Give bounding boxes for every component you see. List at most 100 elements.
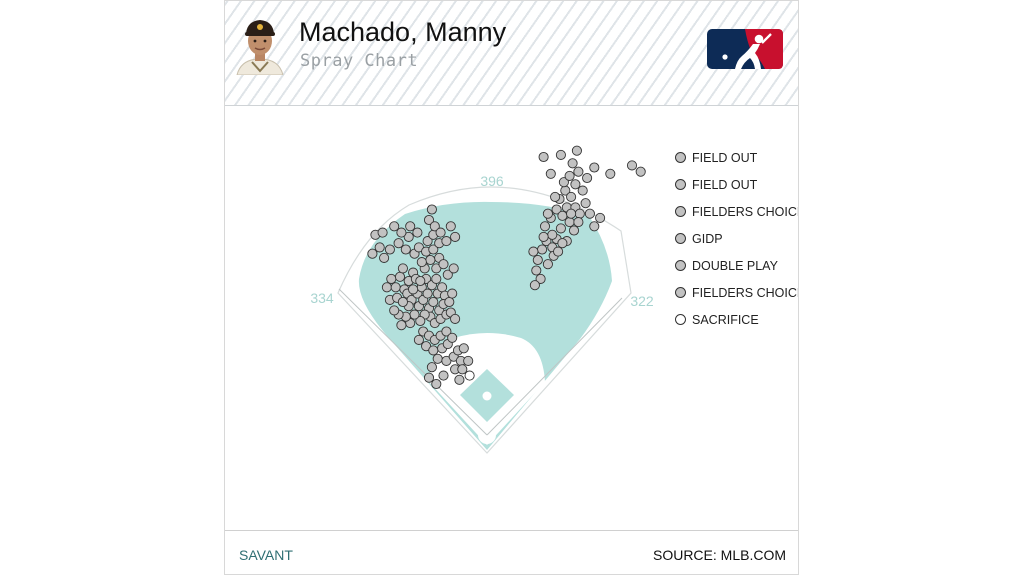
legend-item: FIELDERS CHOICE O: [675, 198, 798, 225]
hit-point: [389, 305, 400, 316]
legend-item: DOUBLE PLAY: [675, 252, 798, 279]
hit-point: [408, 284, 419, 295]
fence-distance-center: 396: [480, 173, 504, 189]
legend-label: GIDP: [692, 231, 723, 246]
hit-point: [626, 160, 638, 171]
legend-dot: [675, 260, 686, 271]
legend-label: FIELD OUT: [692, 177, 758, 192]
hit-point: [529, 280, 540, 291]
hit-point: [535, 273, 546, 284]
hit-point: [447, 332, 458, 343]
hit-point: [558, 177, 569, 188]
hit-point: [450, 231, 461, 242]
legend-dot: [675, 152, 686, 163]
hit-points: [367, 145, 646, 390]
hit-point: [447, 288, 458, 299]
hit-point: [437, 282, 448, 293]
hit-point: [409, 309, 420, 320]
hit-point: [537, 244, 548, 255]
hit-point: [445, 221, 456, 232]
hit-point: [367, 248, 378, 259]
hit-point: [457, 364, 468, 375]
hit-point: [573, 166, 584, 177]
hit-point: [422, 288, 433, 299]
hit-point: [413, 334, 424, 345]
hit-point: [416, 257, 427, 268]
legend-dot: [675, 179, 686, 190]
spray-chart-card: Machado, Manny Spray Chart 334 396 322: [224, 0, 799, 575]
hit-point: [555, 223, 566, 234]
hit-point: [555, 149, 566, 160]
hit-point: [605, 168, 616, 179]
fence-distance-left: 334: [310, 290, 334, 306]
hit-point: [571, 145, 582, 156]
hit-point: [396, 227, 407, 238]
foul-line-left: [338, 288, 488, 436]
hit-point: [564, 217, 575, 228]
hit-point: [429, 221, 440, 232]
hit-point: [394, 271, 406, 282]
legend-label: DOUBLE PLAY: [692, 258, 778, 273]
hit-point: [390, 282, 401, 293]
hit-point: [568, 225, 580, 236]
legend-item: FIELD OUT: [675, 144, 798, 171]
hit-point: [423, 372, 435, 383]
hit-point: [566, 208, 577, 219]
spray-field: 334 396 322: [310, 145, 654, 454]
hit-point: [397, 296, 408, 308]
legend-label: FIELD OUT: [692, 150, 758, 165]
hit-point: [396, 320, 407, 331]
hit-point: [422, 236, 433, 247]
hit-point: [550, 191, 561, 202]
hit-point: [539, 221, 551, 232]
hit-point: [431, 378, 442, 390]
hit-point: [444, 296, 455, 308]
legend-item: FIELD OUT: [675, 171, 798, 198]
hit-point: [582, 172, 593, 184]
hit-point: [570, 179, 581, 190]
hit-point: [438, 370, 449, 381]
hit-point: [442, 269, 453, 280]
legend-dot: [675, 287, 686, 298]
player-avatar: [236, 20, 284, 75]
player-name: Machado, Manny: [299, 17, 507, 47]
legend-dot: [675, 314, 686, 325]
hit-point: [397, 263, 408, 274]
hit-point: [589, 162, 600, 173]
hit-point: [564, 170, 575, 181]
hit-point: [567, 158, 578, 169]
hit-point: [379, 252, 390, 263]
hit-point: [377, 227, 388, 238]
hit-point: [553, 246, 564, 257]
hit-point: [538, 231, 549, 242]
hit-point: [584, 208, 595, 219]
hit-point: [432, 353, 443, 364]
legend-item: SACRIFICE: [675, 306, 798, 333]
legend-label: SACRIFICE: [692, 312, 759, 327]
legend-item: FIELDERS CHOICE: [675, 279, 798, 306]
hit-point: [400, 244, 411, 255]
hit-point: [386, 273, 397, 284]
hit-point: [528, 246, 539, 257]
hit-point: [374, 242, 385, 253]
hit-point: [589, 221, 600, 232]
hit-point: [426, 204, 437, 215]
hit-point: [426, 362, 437, 373]
mlb-logo-icon: [707, 29, 783, 69]
hit-point: [545, 168, 556, 179]
hit-point: [415, 275, 426, 287]
hit-point: [574, 208, 585, 219]
hit-point: [577, 185, 588, 196]
hit-point: [580, 198, 591, 209]
hit-point: [532, 254, 543, 266]
hit-point: [431, 273, 442, 284]
hit-point: [423, 214, 435, 226]
hit-point: [542, 259, 553, 270]
chart-header: Machado, Manny Spray Chart: [225, 1, 798, 106]
hit-point: [428, 296, 439, 308]
hit-point: [538, 151, 549, 163]
legend: FIELD OUT FIELD OUT FIELDERS CHOICE O GI…: [675, 144, 798, 333]
hit-point: [435, 227, 446, 238]
hit-point: [405, 221, 416, 232]
savant-link[interactable]: SAVANT: [239, 547, 293, 563]
